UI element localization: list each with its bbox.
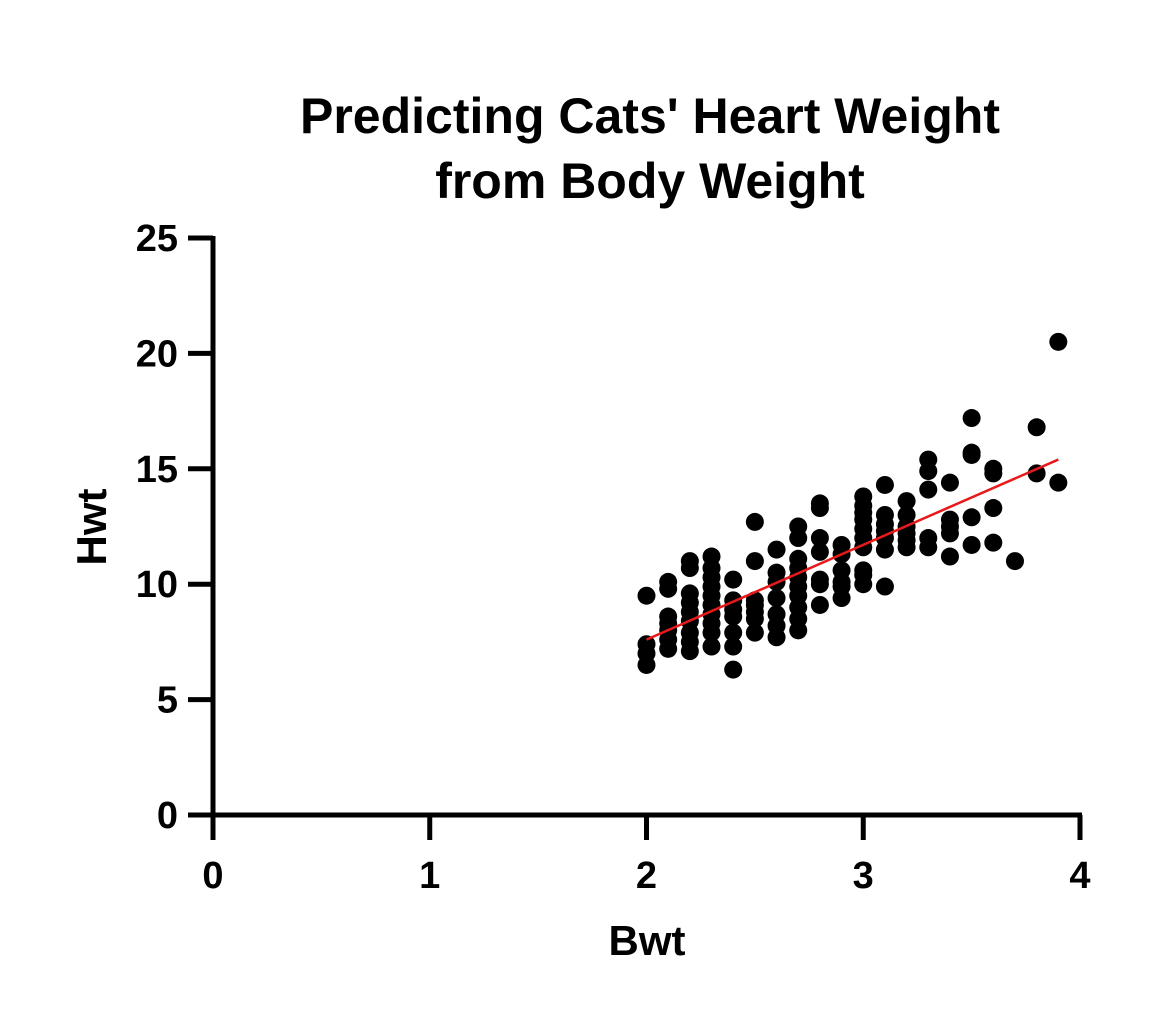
data-point — [1027, 418, 1046, 437]
data-point — [810, 595, 829, 614]
fit-line-group — [645, 458, 1059, 641]
data-point — [875, 577, 894, 596]
data-point — [659, 572, 678, 591]
data-point — [680, 552, 699, 571]
x-axis-label: Bwt — [609, 917, 686, 964]
data-point — [940, 547, 959, 566]
data-point — [745, 591, 764, 610]
data-point — [1005, 552, 1024, 571]
y-tick-label: 0 — [157, 795, 178, 837]
data-point — [962, 535, 981, 554]
data-point — [680, 584, 699, 603]
data-point — [724, 623, 743, 642]
data-point — [832, 535, 851, 554]
chart-title-line-2: from Body Weight — [435, 153, 865, 209]
data-point — [1049, 332, 1068, 351]
x-tick-label: 3 — [853, 855, 874, 897]
data-point — [832, 561, 851, 580]
data-point — [984, 533, 1003, 552]
data-point — [854, 561, 873, 580]
data-point — [767, 563, 786, 582]
y-tick-label: 10 — [136, 564, 178, 606]
data-point — [1049, 473, 1068, 492]
data-point — [702, 547, 721, 566]
data-point — [962, 409, 981, 428]
data-point — [702, 637, 721, 656]
data-point — [724, 570, 743, 589]
regression-line — [645, 458, 1059, 641]
x-tick-label: 2 — [636, 855, 657, 897]
data-point — [745, 552, 764, 571]
data-point — [789, 517, 808, 536]
data-point — [810, 529, 829, 548]
chart-title-line-1: Predicting Cats' Heart Weight — [300, 88, 1000, 144]
x-tick-label: 4 — [1069, 855, 1090, 897]
data-point — [789, 549, 808, 568]
data-point — [919, 480, 938, 499]
data-point — [810, 494, 829, 513]
data-point — [919, 529, 938, 548]
data-point — [767, 589, 786, 608]
data-point — [897, 492, 916, 511]
data-point — [745, 512, 764, 531]
axis-ticks: 0 1 2 3 4 0 5 10 15 20 25 — [136, 218, 1091, 897]
y-tick-label: 20 — [136, 333, 178, 375]
data-point — [724, 660, 743, 679]
data-point — [1027, 464, 1046, 483]
y-tick-label: 15 — [136, 449, 178, 491]
data-point — [984, 459, 1003, 478]
data-point — [875, 475, 894, 494]
data-point — [637, 635, 656, 654]
data-point — [984, 499, 1003, 518]
data-point — [854, 487, 873, 506]
data-point — [962, 508, 981, 527]
data-point — [897, 505, 916, 524]
y-tick-label: 5 — [157, 680, 178, 722]
data-points — [637, 332, 1068, 679]
data-point — [810, 570, 829, 589]
data-point — [767, 540, 786, 559]
y-axis-label: Hwt — [68, 489, 115, 566]
y-tick-label: 25 — [136, 218, 178, 260]
data-point — [637, 586, 656, 605]
data-point — [767, 605, 786, 624]
x-tick-label: 1 — [419, 855, 440, 897]
data-point — [875, 505, 894, 524]
data-point — [919, 450, 938, 469]
x-tick-label: 0 — [202, 855, 223, 897]
data-point — [940, 510, 959, 529]
data-point — [659, 607, 678, 626]
data-point — [745, 623, 764, 642]
data-point — [962, 443, 981, 462]
data-point — [940, 473, 959, 492]
data-point — [810, 542, 829, 561]
data-point — [724, 637, 743, 656]
